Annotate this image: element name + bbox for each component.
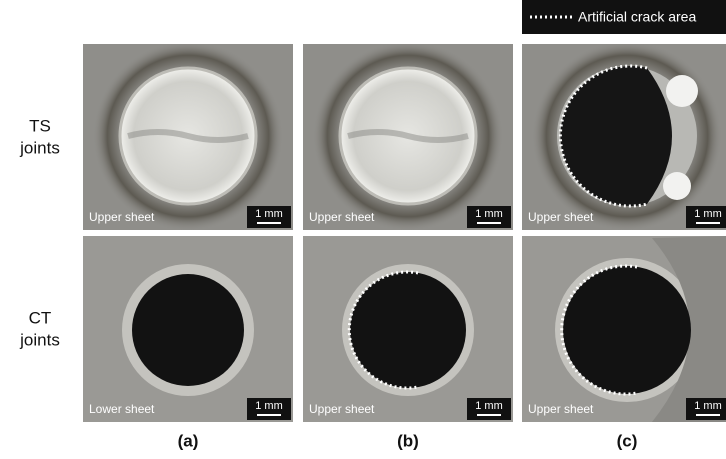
- hole: [132, 274, 244, 386]
- photo-panel: Upper sheet 1 mm: [522, 41, 726, 231]
- figure: Artificial crack area TS joints Upper shee…: [0, 0, 726, 459]
- sheet-label: Upper sheet: [528, 402, 594, 416]
- sheet-label: Upper sheet: [89, 210, 155, 224]
- scale-label: 1 mm: [694, 400, 722, 412]
- photo-panel: Upper sheet 1 mm: [303, 41, 513, 231]
- row-label: joints: [19, 330, 60, 349]
- row-label: TS: [29, 116, 51, 135]
- row-label: CT: [29, 308, 52, 327]
- bright: [663, 172, 691, 200]
- hole: [563, 266, 691, 394]
- photo-panel: Upper sheet 1 mm: [522, 236, 726, 422]
- row-label: joints: [19, 138, 60, 157]
- scale-label: 1 mm: [255, 400, 283, 412]
- scale-label: 1 mm: [475, 208, 503, 220]
- photo-panel: Lower sheet 1 mm: [83, 236, 293, 422]
- column-label: (c): [617, 431, 638, 450]
- photo-panel: Upper sheet 1 mm: [83, 41, 293, 231]
- sheet-label: Lower sheet: [89, 402, 155, 416]
- bright: [666, 75, 698, 107]
- sheet-label: Upper sheet: [309, 210, 375, 224]
- photo-panel: Upper sheet 1 mm: [303, 236, 513, 422]
- scale-label: 1 mm: [475, 400, 503, 412]
- sheet-label: Upper sheet: [309, 402, 375, 416]
- sheet-label: Upper sheet: [528, 210, 594, 224]
- scale-label: 1 mm: [694, 208, 722, 220]
- column-label: (b): [397, 431, 419, 450]
- legend-label: Artificial crack area: [578, 9, 696, 25]
- scale-label: 1 mm: [255, 208, 283, 220]
- column-label: (a): [178, 431, 199, 450]
